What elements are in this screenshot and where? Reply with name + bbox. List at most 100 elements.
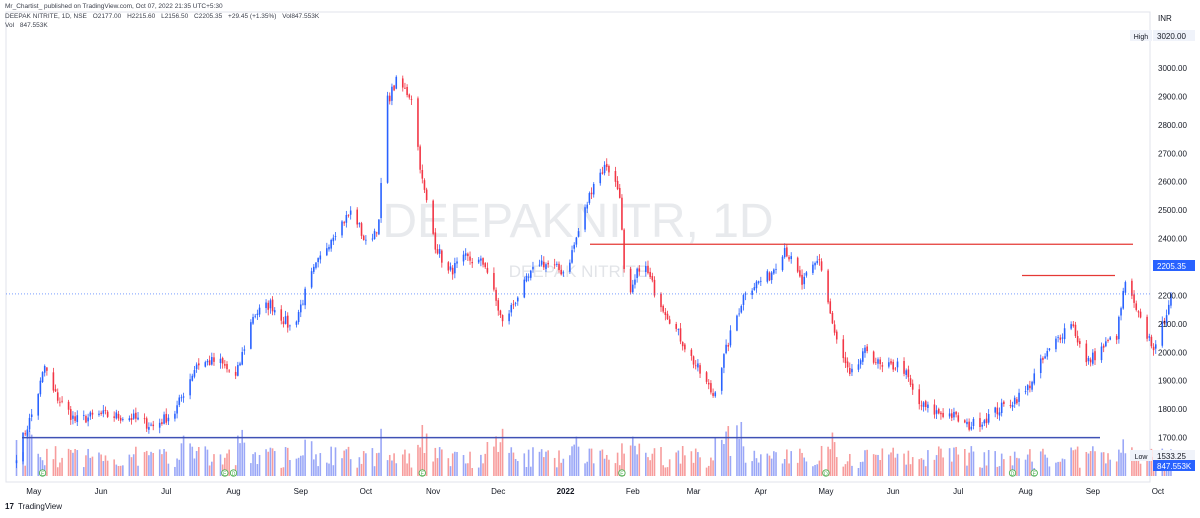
candle-body [113, 416, 115, 418]
volume-inline: Vol847.553K [282, 13, 320, 20]
candle-body [647, 265, 649, 274]
volume-bar [859, 461, 862, 476]
candle-body [1120, 308, 1122, 316]
event-marker[interactable] [229, 469, 238, 477]
candle-body [375, 232, 378, 234]
horizontal-lines[interactable] [6, 243, 1150, 439]
volume-bar [211, 461, 213, 476]
volume-bar [297, 457, 300, 476]
volume-bar [714, 437, 717, 476]
candle-body [486, 267, 489, 273]
time-tick-label: 2022 [557, 487, 575, 496]
candle-body [948, 413, 951, 417]
candle-body [998, 412, 1001, 416]
candle-body [649, 271, 651, 278]
candle-body [970, 426, 973, 430]
volume-bar [981, 467, 983, 476]
candle-body [577, 231, 580, 237]
time-tick-label: Sep [1086, 487, 1101, 496]
volume-bar [605, 454, 608, 476]
candle-body [1085, 343, 1088, 363]
event-markers[interactable]: EEDEEDDEE [38, 469, 1200, 478]
candle-body [890, 361, 892, 364]
candle-body [360, 223, 363, 236]
candle-body [920, 405, 923, 407]
volume-bar [601, 449, 604, 476]
time-tick-label: Sep [294, 487, 309, 496]
price-tick-label: 2400.00 [1158, 235, 1187, 244]
volume-bar [204, 446, 207, 476]
volume-bar [1044, 454, 1046, 476]
event-marker[interactable] [38, 469, 47, 477]
candle-body [252, 317, 254, 324]
volume-bar [888, 454, 890, 476]
volume-bar [98, 452, 100, 476]
volume-bar [449, 466, 452, 476]
candle-body [894, 368, 897, 370]
candle-body [773, 269, 775, 274]
candle-body [1135, 303, 1138, 310]
candle-body [623, 229, 625, 270]
volume-bar [106, 460, 109, 476]
volume-bar [265, 449, 267, 476]
candle-body [421, 170, 424, 179]
volume-bar [271, 448, 274, 476]
event-marker[interactable] [1008, 469, 1017, 477]
volume-bar [165, 451, 168, 476]
volume-bar [629, 445, 632, 476]
volume-bar [833, 442, 836, 476]
candle-body [28, 417, 31, 430]
candle-body [664, 312, 667, 316]
volume-bar [386, 460, 389, 476]
candle-body [881, 365, 884, 367]
volume-bar [197, 447, 200, 476]
volume-bar [940, 448, 942, 476]
volume-bar [480, 454, 482, 476]
candle-body [918, 389, 921, 405]
tradingview-footer[interactable]: 17 TradingView [5, 502, 62, 511]
volume-bar [623, 453, 625, 476]
candle-body [996, 407, 999, 415]
volume-bar [252, 454, 254, 476]
time-axis[interactable]: May Jun Jul Aug Sep Oct Nov Dec 2022 Feb Mar Apr May… [26, 487, 1200, 496]
candle-body [907, 369, 910, 378]
candle-body [766, 271, 769, 282]
event-marker[interactable] [221, 469, 229, 477]
published-text: Mr_Chartist_ published on TradingView.co… [5, 3, 223, 10]
candle-body [410, 98, 413, 100]
candle-body [1154, 344, 1157, 349]
candle-body [1061, 337, 1064, 339]
volume-bar [664, 467, 667, 476]
volume-bar [918, 459, 921, 476]
volume-bar [137, 465, 139, 476]
event-marker[interactable] [618, 469, 626, 477]
volume-bar [226, 453, 228, 476]
candle-body [590, 192, 593, 195]
candle-body [616, 180, 619, 190]
volume-bar [516, 461, 519, 476]
candle-body [729, 330, 732, 346]
volume-bar [753, 450, 756, 476]
candle-body [953, 411, 955, 418]
volume-bar [39, 457, 42, 476]
volume-bar [167, 463, 170, 476]
price-axis[interactable]: 1600.001700.001800.001900.002000.002100.… [1130, 14, 1195, 471]
candle-body [614, 171, 617, 182]
volume-bar [1148, 460, 1151, 476]
event-marker[interactable] [822, 469, 830, 477]
event-marker[interactable] [1030, 469, 1038, 477]
volume-bar [447, 458, 450, 476]
volume-bar [82, 467, 85, 476]
candle-body [909, 378, 912, 385]
volume-bar [907, 450, 910, 476]
candle-body [857, 364, 860, 370]
volume-bar [237, 435, 239, 476]
candle-body [132, 413, 135, 419]
price-tick-label: 1900.00 [1158, 377, 1187, 386]
candle-body [586, 204, 589, 209]
volume-bar [575, 436, 578, 476]
candle-body [740, 306, 743, 313]
volume-bar [1085, 451, 1088, 476]
event-marker[interactable] [418, 469, 426, 477]
